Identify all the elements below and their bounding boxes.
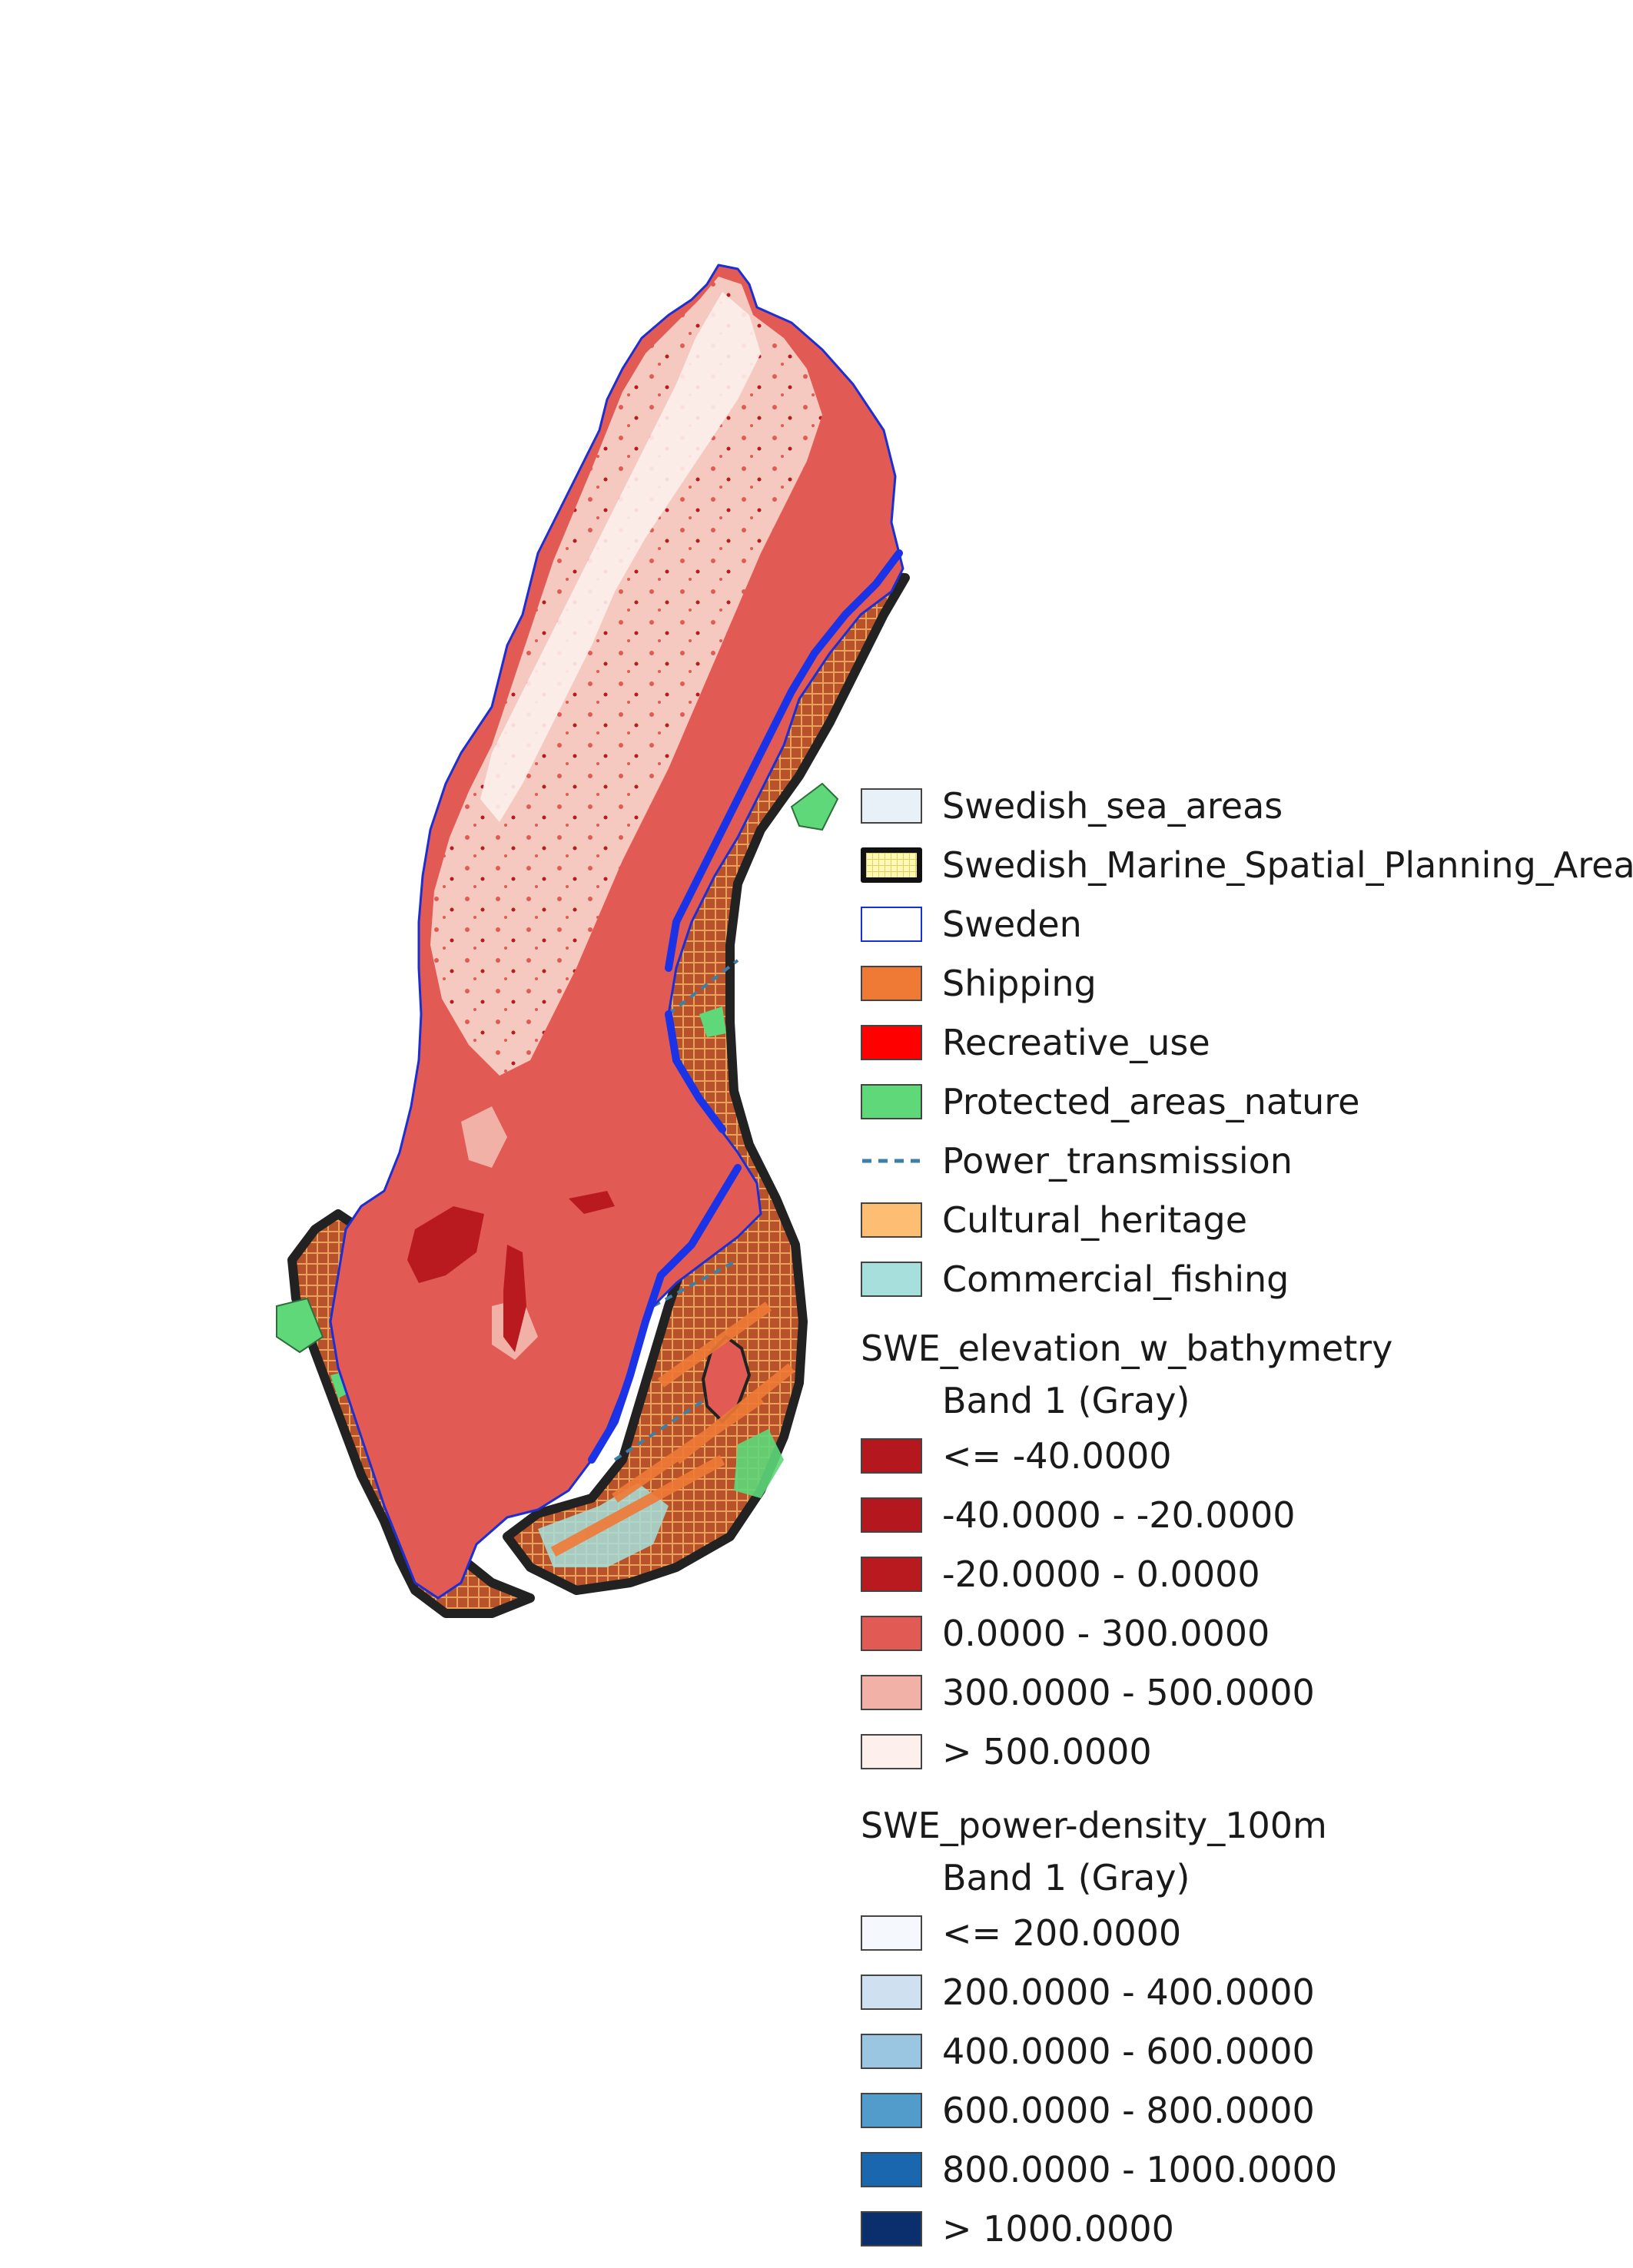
- legend-label-swedish-sea-areas: Swedish_sea_areas: [942, 788, 1283, 824]
- legend-swatch-power-density-class-1: [861, 1975, 922, 2010]
- legend-swatch-elevation-class-3: [861, 1616, 922, 1651]
- legend-swatch-protected-areas-nature: [861, 1084, 922, 1119]
- protected-area-aland: [792, 784, 838, 830]
- legend-item-sweden: Sweden: [861, 906, 1082, 943]
- legend-item-elevation-class-3: 0.0000 - 300.0000: [861, 1615, 1270, 1652]
- legend-swatch-cultural-heritage: [861, 1202, 922, 1238]
- legend-label-power-density-class-4: 800.0000 - 1000.0000: [942, 2151, 1337, 2188]
- legend-item-cultural-heritage: Cultural_heritage: [861, 1202, 1247, 1238]
- legend-item-swedish-marine-spatial-planning-area: Swedish_Marine_Spatial_Planning_Area: [861, 847, 1633, 884]
- legend-item-power-density-class-0: <= 200.0000: [861, 1915, 1181, 1951]
- legend-swatch-shipping: [861, 966, 922, 1001]
- legend-swatch-elevation-class-2: [861, 1557, 922, 1592]
- legend-item-power-density-class-2: 400.0000 - 600.0000: [861, 2033, 1315, 2070]
- legend-swatch-power-density-class-2: [861, 2034, 922, 2069]
- legend-item-power-density-class-1: 200.0000 - 400.0000: [861, 1974, 1315, 2011]
- legend-item-elevation-class-0: <= -40.0000: [861, 1437, 1172, 1474]
- legend-swatch-elevation-class-0: [861, 1438, 922, 1474]
- legend-swatch-swedish-sea-areas: [861, 788, 922, 824]
- legend-item-power-density-class-5: > 1000.0000: [861, 2210, 1174, 2247]
- legend-swatch-commercial-fishing: [861, 1262, 922, 1297]
- legend-label-commercial-fishing: Commercial_fishing: [942, 1261, 1289, 1298]
- legend-item-elevation-class-1: -40.0000 - -20.0000: [861, 1497, 1295, 1534]
- legend-swatch-power-density-class-0: [861, 1915, 922, 1951]
- legend-swatch-elevation-class-4: [861, 1675, 922, 1710]
- legend-label-shipping: Shipping: [942, 965, 1097, 1002]
- legend-swatch-power-density-class-4: [861, 2152, 922, 2187]
- legend-label-power-density-class-1: 200.0000 - 400.0000: [942, 1974, 1315, 2011]
- legend-label-elevation-class-5: > 500.0000: [942, 1733, 1152, 1770]
- legend-label-power-density-class-0: <= 200.0000: [942, 1915, 1181, 1951]
- legend-label-sweden: Sweden: [942, 906, 1082, 943]
- legend-label-protected-areas-nature: Protected_areas_nature: [942, 1083, 1359, 1120]
- legend-item-elevation-class-2: -20.0000 - 0.0000: [861, 1556, 1260, 1593]
- legend-item-commercial-fishing: Commercial_fishing: [861, 1261, 1289, 1298]
- legend-label-power-density-class-2: 400.0000 - 600.0000: [942, 2033, 1315, 2070]
- legend-label-power-density-class-3: 600.0000 - 800.0000: [942, 2092, 1315, 2129]
- legend-item-power-transmission: Power_transmission: [861, 1142, 1293, 1179]
- legend-label-elevation-class-1: -40.0000 - -20.0000: [942, 1497, 1295, 1534]
- legend-label-elevation-class-4: 300.0000 - 500.0000: [942, 1674, 1315, 1711]
- legend-swatch-sweden: [861, 907, 922, 942]
- legend-label-cultural-heritage: Cultural_heritage: [942, 1202, 1247, 1238]
- legend-swatch-elevation-class-1: [861, 1497, 922, 1533]
- legend-item-power-density-class-4: 800.0000 - 1000.0000: [861, 2151, 1337, 2188]
- legend-swatch-elevation-class-5: [861, 1734, 922, 1769]
- legend-swatch-swedish-marine-spatial-planning-area: [861, 847, 922, 883]
- legend-item-recreative-use: Recreative_use: [861, 1024, 1210, 1061]
- legend-item-elevation-class-4: 300.0000 - 500.0000: [861, 1674, 1315, 1711]
- power-density-band-label: Band 1 (Gray): [942, 1857, 1190, 1898]
- legend-item-power-density-class-3: 600.0000 - 800.0000: [861, 2092, 1315, 2129]
- legend-label-elevation-class-3: 0.0000 - 300.0000: [942, 1615, 1270, 1652]
- legend-swatch-power-density-class-5: [861, 2211, 922, 2246]
- legend-label-elevation-class-0: <= -40.0000: [942, 1437, 1172, 1474]
- legend-item-swedish-sea-areas: Swedish_sea_areas: [861, 788, 1283, 824]
- legend-item-elevation-class-5: > 500.0000: [861, 1733, 1152, 1770]
- legend-label-recreative-use: Recreative_use: [942, 1024, 1210, 1061]
- elevation-band-label: Band 1 (Gray): [942, 1380, 1190, 1421]
- legend-label-elevation-class-2: -20.0000 - 0.0000: [942, 1556, 1260, 1593]
- legend-swatch-power-transmission: [861, 1143, 922, 1179]
- elevation-title: SWE_elevation_w_bathymetry: [861, 1328, 1392, 1369]
- legend-item-protected-areas-nature: Protected_areas_nature: [861, 1083, 1359, 1120]
- legend-swatch-recreative-use: [861, 1025, 922, 1060]
- legend-swatch-power-density-class-3: [861, 2093, 922, 2128]
- legend-item-shipping: Shipping: [861, 965, 1097, 1002]
- legend-label-swedish-marine-spatial-planning-area: Swedish_Marine_Spatial_Planning_Area: [942, 847, 1633, 884]
- legend-label-power-transmission: Power_transmission: [942, 1142, 1293, 1179]
- power-density-title: SWE_power-density_100m: [861, 1805, 1327, 1846]
- legend-label-power-density-class-5: > 1000.0000: [942, 2210, 1174, 2247]
